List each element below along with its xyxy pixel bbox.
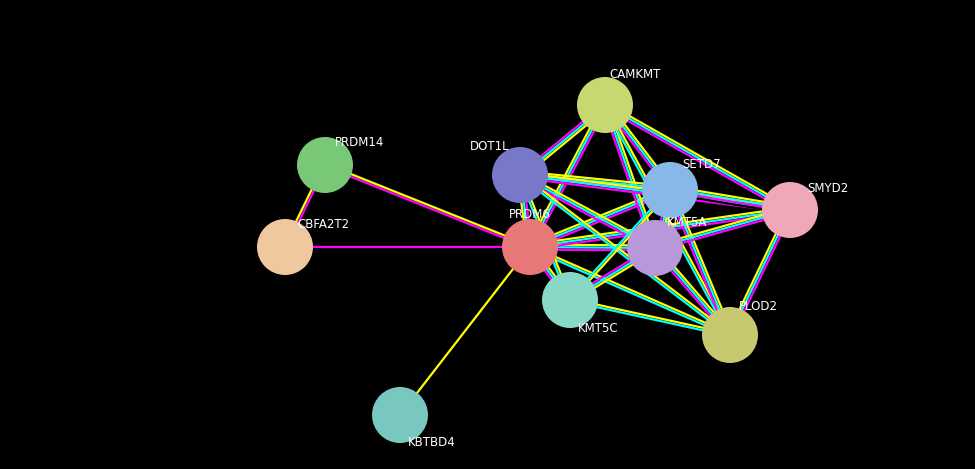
Text: KMT5A: KMT5A	[667, 217, 707, 229]
Text: CAMKMT: CAMKMT	[609, 68, 661, 82]
Text: CBFA2T2: CBFA2T2	[297, 219, 349, 232]
Circle shape	[297, 137, 353, 193]
Text: PRDM6: PRDM6	[509, 209, 551, 221]
Text: DOT1L: DOT1L	[470, 141, 510, 153]
Text: SETD7: SETD7	[682, 159, 722, 172]
Circle shape	[372, 387, 428, 443]
Text: SMYD2: SMYD2	[807, 182, 848, 195]
Text: PLOD2: PLOD2	[738, 301, 777, 313]
Text: KBTBD4: KBTBD4	[409, 437, 456, 449]
Text: PRDM14: PRDM14	[335, 136, 385, 150]
Circle shape	[762, 182, 818, 238]
Circle shape	[492, 147, 548, 203]
Text: KMT5C: KMT5C	[577, 322, 618, 334]
Circle shape	[702, 307, 758, 363]
Circle shape	[542, 272, 598, 328]
Circle shape	[627, 220, 683, 276]
Circle shape	[642, 162, 698, 218]
Circle shape	[502, 219, 558, 275]
Circle shape	[577, 77, 633, 133]
Circle shape	[257, 219, 313, 275]
